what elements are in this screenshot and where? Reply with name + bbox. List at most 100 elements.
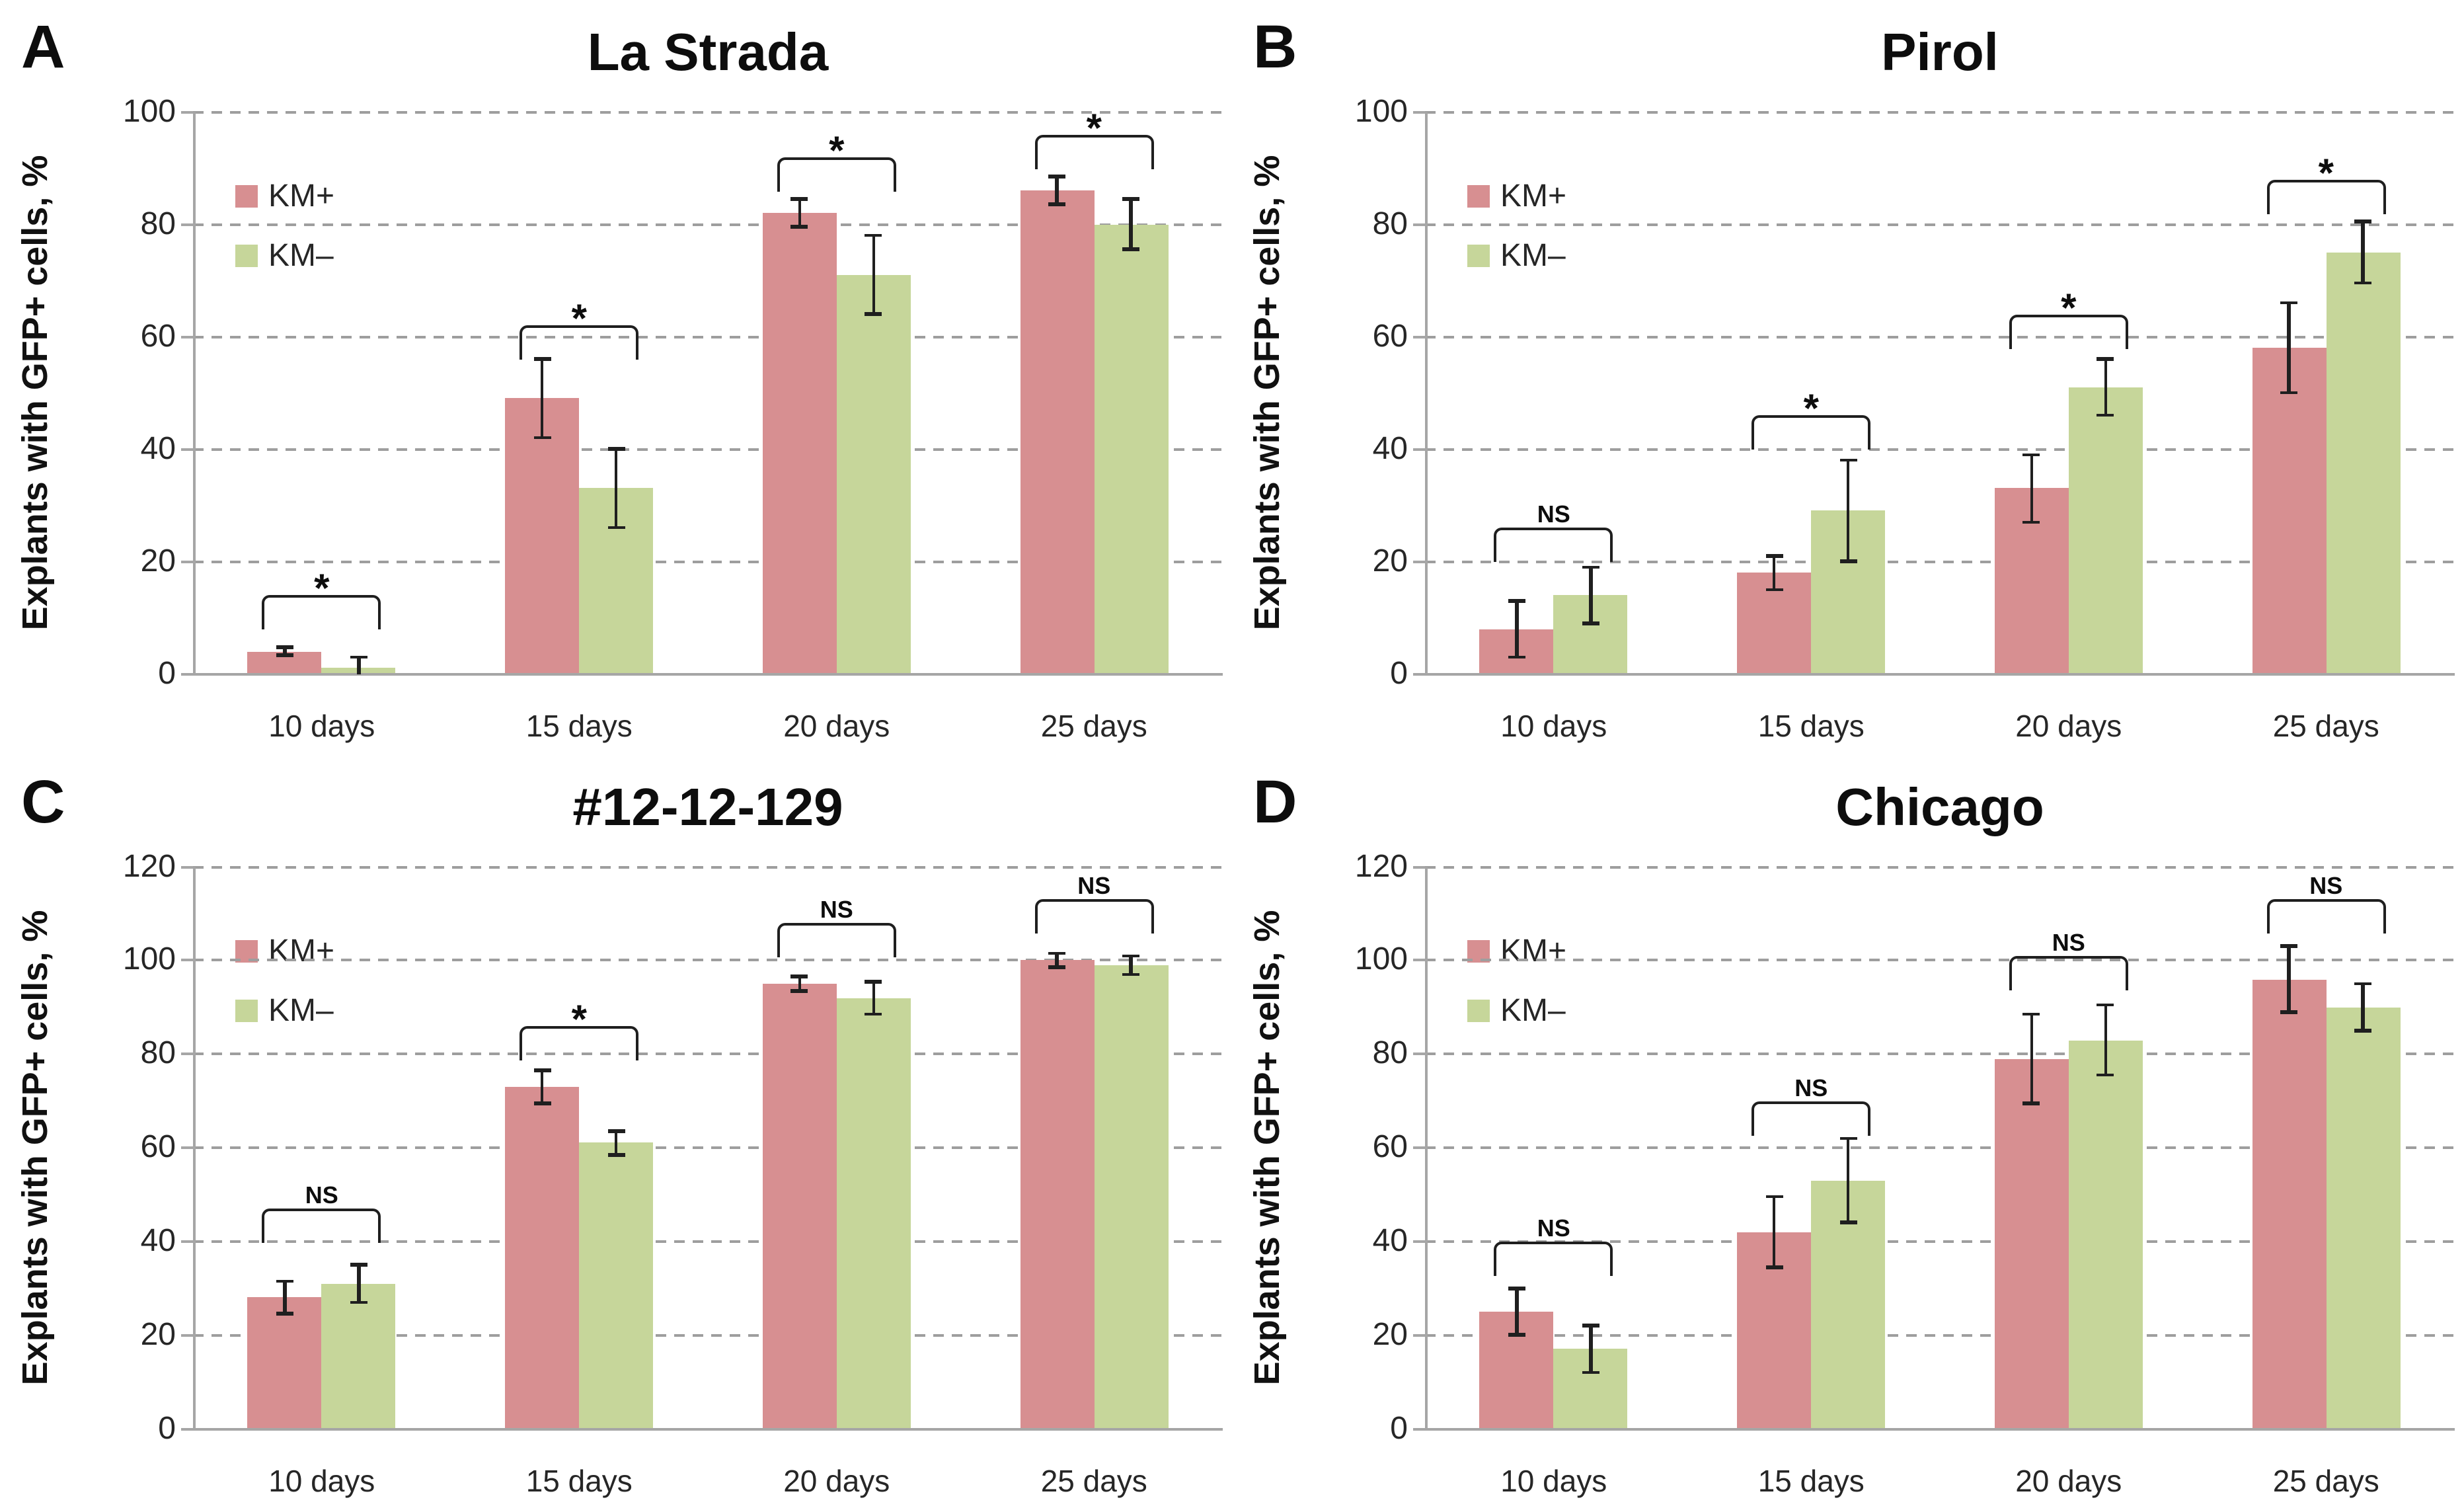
significance-label-20-days: * [2061,286,2077,330]
x-tick-label-20-days: 20 days [783,709,890,743]
gridline-y80 [193,1053,1223,1056]
error-cap-bottom-km-plus [2022,520,2040,524]
significance-bracket-10-days [262,595,381,629]
error-cap-top-km-plus [1508,1287,1525,1290]
error-cap-top-km-minus [2097,1003,2114,1007]
error-bar-km-plus [798,198,802,227]
bar-km-minus-10-days [321,1283,396,1429]
significance-bracket-10-days [262,1209,381,1244]
error-bar-km-minus [1589,567,1593,623]
gridline-y60 [1425,335,2455,338]
error-cap-top-km-plus [790,197,808,201]
error-cap-bottom-km-minus [1582,1371,1599,1374]
gridline-y120 [193,865,1223,868]
error-cap-top-km-plus [276,1279,293,1283]
error-cap-top-km-plus [276,645,293,649]
error-bar-km-minus [2361,221,2365,284]
y-tick-label-20: 20 [140,1316,176,1353]
bar-km-plus-25-days [1020,190,1095,674]
bar-km-minus-25-days [1094,224,1169,674]
error-cap-bottom-km-minus [607,526,625,530]
y-tick-label-80: 80 [140,1035,176,1072]
significance-bracket-20-days [2009,955,2128,990]
y-tick-mark-0 [181,1427,193,1430]
legend-swatch-km-minus [235,245,258,267]
error-cap-top-km-minus [2354,982,2372,986]
significance-bracket-20-days [777,923,896,957]
y-tick-mark-80 [1413,223,1425,225]
significance-label-15-days: * [1803,387,1819,431]
y-tick-mark-40 [181,1240,193,1243]
legend-label-km-minus: KM– [268,238,334,274]
y-tick-label-80: 80 [1372,1035,1408,1072]
error-cap-top-km-minus [350,1263,367,1267]
gridline-y40 [1425,1240,2455,1243]
significance-bracket-20-days [2009,314,2128,348]
error-cap-top-km-minus [2097,357,2114,361]
panel-letter-a: A [21,12,65,81]
gridline-y80 [1425,223,2455,225]
significance-bracket-15-days [520,325,639,360]
error-bar-km-minus [614,449,618,528]
significance-bracket-25-days [2266,179,2386,214]
plot-area-a: 0 20 40 60 80 100 * 10 days * 15 days * 20 days * 25 … [0,0,1232,755]
y-axis-line [193,867,195,1429]
y-tick-label-60: 60 [1372,318,1408,354]
panel-c: C #12-12-129 Explants with GFP+ cells, %… [0,755,1232,1510]
legend-label-km-minus: KM– [1500,993,1566,1029]
y-tick-label-100: 100 [1354,93,1408,129]
panel-a: A La Strada Explants with GFP+ cells, % … [0,0,1232,755]
significance-label-25-days: * [2318,151,2334,195]
bar-km-plus-20-days [762,213,837,674]
error-bar-km-minus [1589,1326,1593,1372]
x-axis-line [1425,672,2455,675]
y-tick-label-20: 20 [1372,543,1408,578]
gridline-y100 [193,110,1223,113]
panel-title-a: La Strada [587,24,829,82]
legend-label-km-plus: KM+ [268,934,335,969]
y-tick-label-0: 0 [158,1410,176,1446]
y-axis-line [1425,112,1427,674]
error-cap-top-km-minus [1839,458,1857,462]
legend-swatch-km-minus [235,1000,258,1022]
significance-label-25-days: * [1086,106,1102,150]
y-tick-label-100: 100 [122,941,176,978]
gridline-y120 [1425,865,2455,868]
y-tick-label-120: 120 [1354,848,1408,884]
significance-label-20-days: * [829,129,845,173]
significance-label-15-days: * [571,298,587,341]
panel-title-b: Pirol [1881,24,1999,82]
y-tick-mark-60 [181,1146,193,1149]
y-tick-label-60: 60 [140,1129,176,1165]
error-cap-top-km-plus [1765,1195,1783,1199]
y-tick-mark-100 [1413,110,1425,113]
bar-km-minus-20-days [2068,387,2143,674]
x-tick-label-15-days: 15 days [1757,1464,1865,1498]
gridline-y100 [1425,959,2455,962]
significance-bracket-10-days [1494,528,1613,562]
significance-label-10-days: * [314,567,330,611]
bar-km-plus-25-days [2252,979,2327,1429]
y-tick-mark-0 [1413,1427,1425,1430]
x-tick-label-20-days: 20 days [2015,709,2122,743]
legend-label-km-plus: KM+ [268,179,335,214]
significance-bracket-25-days [1034,899,1154,934]
bar-km-plus-25-days [1020,960,1095,1429]
panel-d: D Chicago Explants with GFP+ cells, % KM… [1232,755,2464,1510]
error-cap-bottom-km-minus [865,1012,882,1016]
y-axis-line [1425,867,1427,1429]
significance-bracket-15-days [1752,415,1871,450]
legend-label-km-minus: KM– [1500,238,1566,274]
error-cap-top-km-plus [2280,944,2298,948]
significance-label-15-days: * [571,998,587,1042]
y-axis-line [193,112,195,674]
error-bar-km-minus [1846,460,1850,561]
error-cap-top-km-plus [1508,599,1525,602]
error-bar-km-minus [1846,1138,1850,1223]
error-cap-bottom-km-plus [1765,588,1783,591]
significance-label-25-days: NS [2309,873,2343,900]
legend-swatch-km-plus [235,940,258,963]
error-bar-km-minus [2361,984,2365,1031]
error-cap-bottom-km-minus [1582,621,1599,625]
bar-km-plus-10-days [247,1297,322,1429]
